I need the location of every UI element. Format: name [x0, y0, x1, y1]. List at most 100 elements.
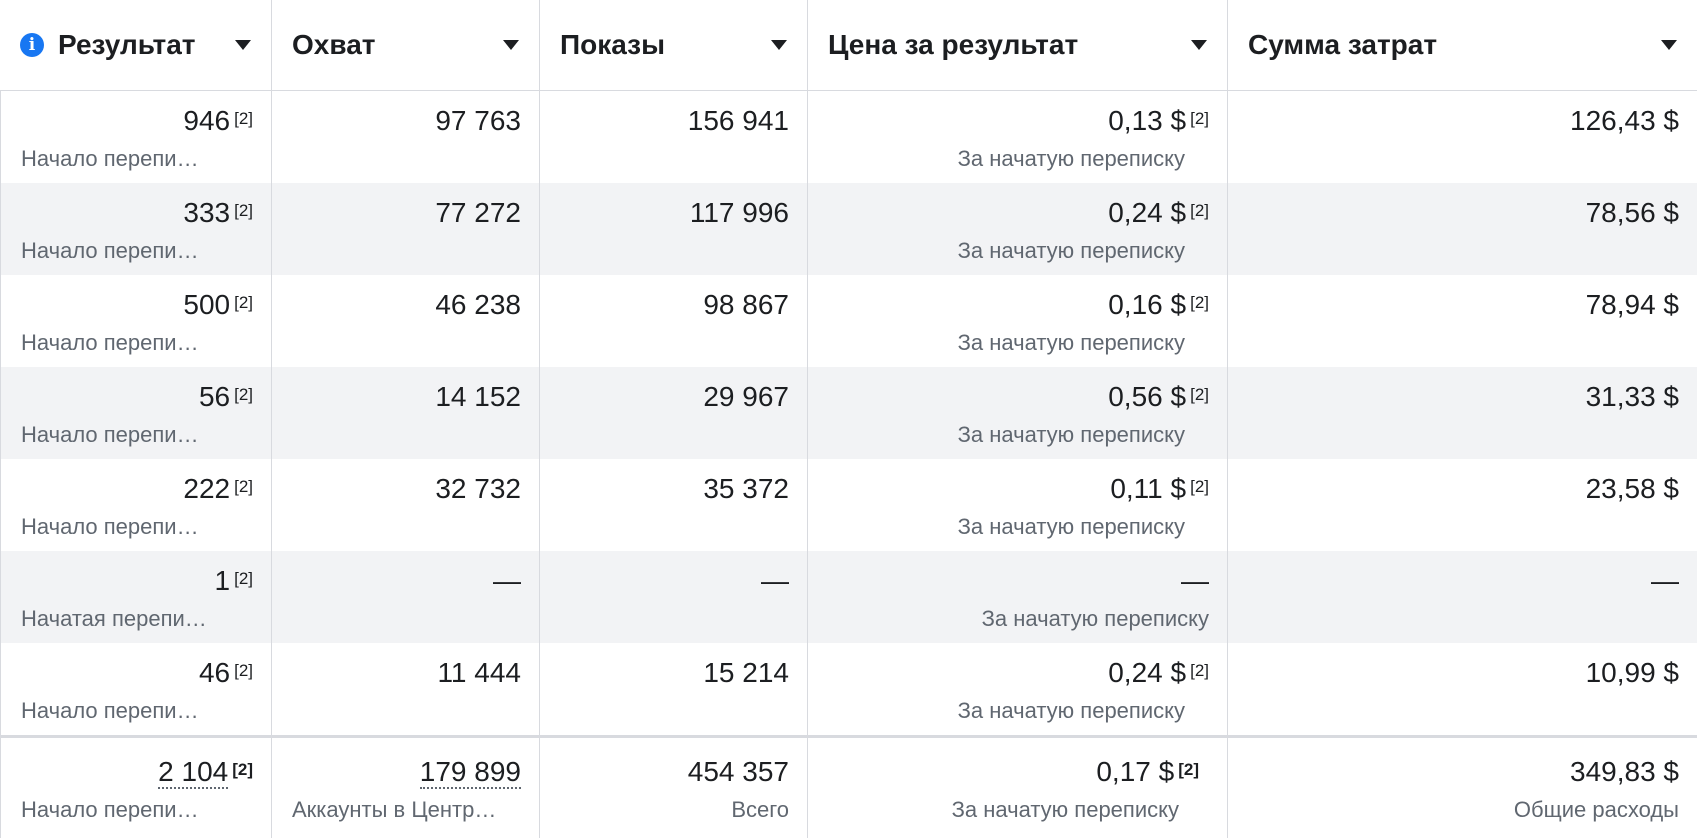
reach-value: 11 444 [437, 657, 521, 688]
sort-caret-icon[interactable] [771, 40, 787, 50]
impressions-cell: 35 372 [540, 459, 808, 551]
result-value: 500 [183, 289, 231, 320]
info-icon[interactable]: i [20, 33, 44, 57]
column-header-cost-per-result[interactable]: Цена за результат [808, 0, 1228, 90]
amount-spent-cell: 23,58 $ [1228, 459, 1697, 551]
cost-per-result-cell: — За начатую переписку [808, 551, 1228, 643]
reach-cell: 14 152 [272, 367, 540, 459]
total-impressions-type: Всего [731, 797, 789, 822]
impressions-value: 156 941 [687, 105, 789, 136]
table-row[interactable]: 1 [2] Начатая перепи… — — — За начатую пе… [0, 551, 1697, 643]
amount-spent-cell: 31,33 $ [1228, 367, 1697, 459]
footnote-marker[interactable]: [2] [1190, 201, 1209, 220]
amount-spent-value: 126,43 $ [1570, 105, 1679, 136]
column-header-label: Охват [292, 29, 376, 60]
total-result-type: Начало перепи… [21, 797, 199, 822]
table-row[interactable]: 222 [2] Начало перепи… 32 732 35 372 0,11… [0, 459, 1697, 551]
result-value: 1 [214, 565, 231, 596]
result-cell: 56 [2] Начало перепи… [0, 367, 272, 459]
reach-value: — [493, 565, 521, 596]
footnote-marker[interactable]: [2] [1178, 760, 1199, 779]
result-cell: 333 [2] Начало перепи… [0, 183, 272, 275]
amount-spent-value: 10,99 $ [1585, 657, 1679, 688]
reach-cell: 32 732 [272, 459, 540, 551]
column-header-result[interactable]: i Результат [0, 0, 272, 90]
result-value: 946 [183, 105, 231, 136]
sort-caret-icon[interactable] [503, 40, 519, 50]
impressions-cell: 98 867 [540, 275, 808, 367]
cost-per-result-value: 0,24 $ [1108, 657, 1187, 688]
total-amount-spent-value: 349,83 $ [1570, 756, 1679, 787]
reach-cell: 11 444 [272, 643, 540, 735]
sort-caret-icon[interactable] [1661, 40, 1677, 50]
footnote-marker[interactable]: [2] [234, 385, 253, 404]
table-row[interactable]: 946 [2] Начало перепи… 97 763 156 941 0,1… [0, 91, 1697, 183]
total-reach-value[interactable]: 179 899 [419, 756, 521, 789]
result-value: 46 [198, 657, 231, 688]
cost-per-result-cell: 0,13 $ [2] За начатую переписку [808, 91, 1228, 183]
cost-per-result-cell: 0,24 $ [2] За начатую переписку [808, 183, 1228, 275]
cost-per-result-value: 0,11 $ [1110, 473, 1187, 504]
amount-spent-cell: — [1228, 551, 1697, 643]
reach-value: 46 238 [435, 289, 521, 320]
amount-spent-cell: 126,43 $ [1228, 91, 1697, 183]
footnote-marker[interactable]: [2] [234, 201, 253, 220]
reach-cell: — [272, 551, 540, 643]
impressions-cell: — [540, 551, 808, 643]
footnote-marker[interactable]: [2] [232, 760, 253, 779]
footnote-marker[interactable]: [2] [234, 477, 253, 496]
reach-cell: 97 763 [272, 91, 540, 183]
impressions-value: 15 214 [703, 657, 789, 688]
footnote-marker[interactable]: [2] [1190, 385, 1209, 404]
cost-per-result-cell: 0,56 $ [2] За начатую переписку [808, 367, 1228, 459]
footnote-marker[interactable]: [2] [1190, 293, 1209, 312]
footnote-marker[interactable]: [2] [234, 293, 253, 312]
impressions-value: 29 967 [703, 381, 789, 412]
amount-spent-value: 31,33 $ [1585, 381, 1679, 412]
column-header-label: Цена за результат [828, 29, 1079, 60]
result-value: 333 [183, 197, 231, 228]
reach-value: 14 152 [435, 381, 521, 412]
table-row[interactable]: 56 [2] Начало перепи… 14 152 29 967 0,56 … [0, 367, 1697, 459]
footnote-marker[interactable]: [2] [1190, 661, 1209, 680]
impressions-cell: 29 967 [540, 367, 808, 459]
impressions-value: 117 996 [689, 197, 789, 228]
table-row[interactable]: 500 [2] Начало перепи… 46 238 98 867 0,16… [0, 275, 1697, 367]
table-row[interactable]: 46 [2] Начало перепи… 11 444 15 214 0,24 … [0, 643, 1697, 735]
total-result-value[interactable]: 2 104 [158, 756, 229, 789]
result-type: Начало перепи… [21, 514, 199, 539]
result-type: Начало перепи… [21, 422, 199, 447]
cost-per-result-value: — [1181, 565, 1209, 596]
total-cost-per-result-cell: 0,17 $ [2] За начатую переписку [808, 738, 1228, 838]
column-header-reach[interactable]: Охват [272, 0, 540, 90]
cost-per-result-type: За начатую переписку [957, 330, 1185, 355]
amount-spent-cell: 10,99 $ [1228, 643, 1697, 735]
cost-per-result-type: За начатую переписку [957, 514, 1185, 539]
result-type: Начатая перепи… [21, 606, 207, 631]
cost-per-result-value: 0,24 $ [1108, 197, 1187, 228]
result-type: Начало перепи… [21, 698, 199, 723]
result-value: 222 [183, 473, 231, 504]
footnote-marker[interactable]: [2] [1190, 477, 1209, 496]
footnote-marker[interactable]: [2] [234, 569, 253, 588]
reach-value: 97 763 [435, 105, 521, 136]
impressions-value: 98 867 [703, 289, 789, 320]
total-amount-spent-cell: 349,83 $ Общие расходы [1228, 738, 1697, 838]
impressions-cell: 15 214 [540, 643, 808, 735]
footnote-marker[interactable]: [2] [234, 109, 253, 128]
impressions-cell: 156 941 [540, 91, 808, 183]
sort-caret-icon[interactable] [1191, 40, 1207, 50]
total-reach-type: Аккаунты в Центр… [292, 797, 497, 822]
reach-value: 32 732 [435, 473, 521, 504]
table-header: i Результат Охват Показы Цена за результ… [0, 0, 1697, 91]
amount-spent-value: 78,56 $ [1585, 197, 1679, 228]
amount-spent-value: 78,94 $ [1585, 289, 1679, 320]
result-type: Начало перепи… [21, 146, 199, 171]
column-header-amount-spent[interactable]: Сумма затрат [1228, 0, 1697, 90]
impressions-cell: 117 996 [540, 183, 808, 275]
sort-caret-icon[interactable] [235, 40, 251, 50]
table-row[interactable]: 333 [2] Начало перепи… 77 272 117 996 0,2… [0, 183, 1697, 275]
footnote-marker[interactable]: [2] [234, 661, 253, 680]
footnote-marker[interactable]: [2] [1190, 109, 1209, 128]
column-header-impressions[interactable]: Показы [540, 0, 808, 90]
